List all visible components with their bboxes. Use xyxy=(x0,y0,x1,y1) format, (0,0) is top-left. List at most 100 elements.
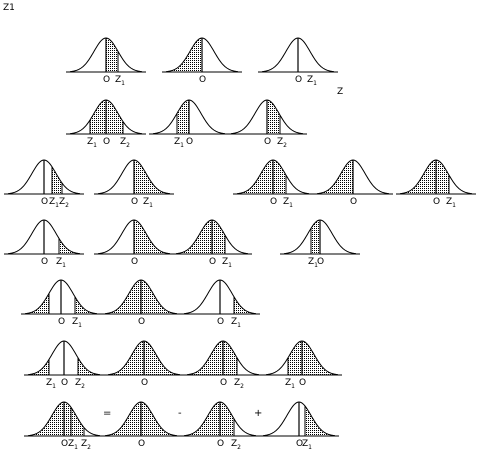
shaded-area xyxy=(59,238,80,254)
label-zero: O xyxy=(270,197,277,207)
label-subscript: 1 xyxy=(149,202,153,209)
label-z2: Z2 xyxy=(120,137,130,149)
normal-curve: O Z1 xyxy=(233,159,313,209)
label-z2: Z2 xyxy=(59,197,69,209)
label-subscript: 2 xyxy=(65,202,69,209)
shaded-area xyxy=(75,296,97,314)
shaded-area xyxy=(166,38,202,72)
normal-curve: O xyxy=(162,37,242,85)
shaded-area xyxy=(78,357,100,375)
label-z1: Z1 xyxy=(285,378,295,390)
equals-operator: = xyxy=(103,408,111,419)
shaded-area xyxy=(288,341,338,375)
normal-curve: Z1 O xyxy=(149,99,229,149)
label-subscript: 1 xyxy=(93,142,97,149)
label-zero: O xyxy=(217,317,224,327)
normal-curve: O Z1 xyxy=(172,219,252,269)
label-subscript: 1 xyxy=(452,202,456,209)
label-zero: O xyxy=(103,137,110,147)
label-zero: O xyxy=(317,257,324,267)
shaded-area xyxy=(184,402,234,436)
label-subscript: 2 xyxy=(237,444,241,451)
shaded-area xyxy=(52,166,62,194)
label-z1: Z1 xyxy=(222,257,232,269)
label-zero: O xyxy=(61,439,68,449)
shaded-area xyxy=(317,160,353,194)
label-z2: Z2 xyxy=(231,439,241,451)
normal-curve: Z1 O xyxy=(280,219,360,269)
label-zero: O xyxy=(141,378,148,388)
shaded-area xyxy=(400,160,449,194)
label-subscript: 1 xyxy=(180,142,184,149)
label-zero: O xyxy=(131,197,138,207)
label-z1: Z1 xyxy=(72,317,82,329)
label-subscript: 1 xyxy=(121,80,125,87)
normal-curve: O xyxy=(94,219,174,267)
label-subscript: 1 xyxy=(289,202,293,209)
label-zero: O xyxy=(350,197,357,207)
label-subscript: 1 xyxy=(308,444,312,451)
label-zero: O xyxy=(296,439,303,449)
label-z1: Z1 xyxy=(87,137,97,149)
label-zero: O xyxy=(299,378,306,388)
shaded-area xyxy=(28,402,84,436)
normal-curve: O Z1 xyxy=(180,279,260,329)
label-z1: Z1 xyxy=(446,197,456,209)
label-z2: Z2 xyxy=(75,378,85,390)
top-left-z1-label: Z1 xyxy=(3,3,15,13)
normal-curve: O Z1 xyxy=(94,159,174,209)
label-subscript: 1 xyxy=(237,322,241,329)
label-z1: Z1 xyxy=(143,197,153,209)
minus-operator: - xyxy=(178,408,182,419)
normal-curve: O Z1 Z2 xyxy=(24,401,104,451)
shaded-area xyxy=(176,220,225,254)
plus-operator: + xyxy=(254,408,262,419)
label-z1: Z1 xyxy=(174,137,184,149)
shaded-area xyxy=(237,160,286,194)
shaded-area xyxy=(267,100,280,134)
label-subscript: 1 xyxy=(55,202,59,209)
label-z1: Z1 xyxy=(115,75,125,87)
label-subscript: 2 xyxy=(240,383,244,390)
label-zero: O xyxy=(41,257,48,267)
normal-curve: O Z1 xyxy=(396,159,476,209)
label-z2: Z2 xyxy=(81,439,91,451)
label-z1: Z1 xyxy=(49,197,59,209)
label-z1: Z1 xyxy=(231,317,241,329)
normal-curve: O Z2 xyxy=(180,401,260,451)
normal-curve: O xyxy=(101,401,181,449)
label-z1: Z1 xyxy=(308,257,318,269)
label-subscript: 1 xyxy=(74,444,78,451)
label-z1: Z1 xyxy=(307,75,317,87)
label-zero: O xyxy=(209,257,216,267)
normal-curve: O Z1 xyxy=(258,37,338,87)
normal-curve: O Z1 xyxy=(4,219,84,269)
normal-curve: O Z2 xyxy=(227,99,307,149)
normal-curve: O Z1 xyxy=(21,279,101,329)
shaded-area xyxy=(187,341,237,375)
normal-curve: O Z1 xyxy=(66,37,146,87)
label-zero: O xyxy=(199,75,206,85)
label-z2: Z2 xyxy=(277,137,287,149)
label-zero: O xyxy=(220,378,227,388)
shaded-area xyxy=(25,293,49,314)
normal-curve: Z1 O Z2 xyxy=(24,340,104,390)
shaded-area xyxy=(177,100,189,134)
label-subscript: 1 xyxy=(78,322,82,329)
right-z-label: Z xyxy=(337,87,343,97)
normal-curve: O Z1 Z2 xyxy=(4,159,84,209)
label-subscript: 1 xyxy=(314,262,318,269)
normal-curve: O xyxy=(101,279,181,327)
label-zero: O xyxy=(138,317,145,327)
label-z1: Z1 xyxy=(46,378,56,390)
label-zero: O xyxy=(103,75,110,85)
label-zero: O xyxy=(131,257,138,267)
shaded-area xyxy=(311,220,320,254)
label-subscript: 1 xyxy=(291,383,295,390)
label-subscript: 2 xyxy=(126,142,130,149)
label-z1: Z1 xyxy=(56,257,66,269)
label-zero: O xyxy=(217,439,224,449)
label-subscript: 1 xyxy=(52,383,56,390)
